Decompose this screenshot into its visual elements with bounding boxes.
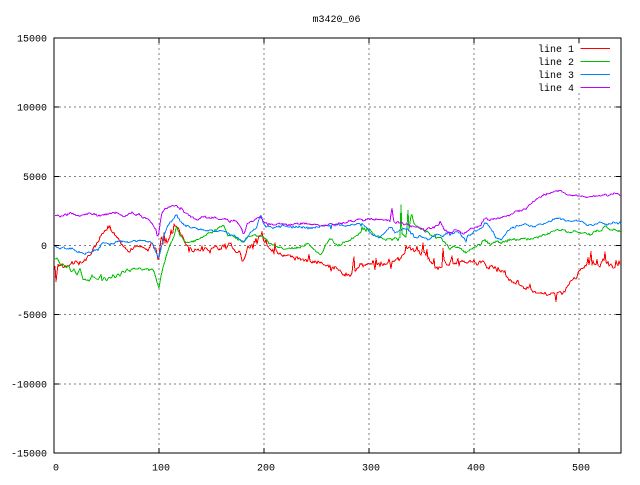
svg-text:5000: 5000 [23,173,47,184]
svg-text:-10000: -10000 [11,380,47,391]
svg-text:-15000: -15000 [11,450,47,461]
svg-text:300: 300 [362,464,380,475]
svg-text:15000: 15000 [17,35,47,46]
svg-text:10000: 10000 [17,104,47,115]
svg-text:0: 0 [53,464,59,475]
svg-text:100: 100 [152,464,170,475]
svg-text:m3420_06: m3420_06 [312,15,360,26]
svg-text:line 1: line 1 [538,44,574,56]
svg-text:line 4: line 4 [538,83,574,95]
svg-text:0: 0 [41,242,47,253]
svg-text:line 3: line 3 [538,70,574,82]
svg-text:line 2: line 2 [538,57,574,69]
svg-text:200: 200 [257,464,275,475]
svg-text:400: 400 [467,464,485,475]
svg-text:500: 500 [572,464,590,475]
svg-text:-5000: -5000 [17,311,47,322]
